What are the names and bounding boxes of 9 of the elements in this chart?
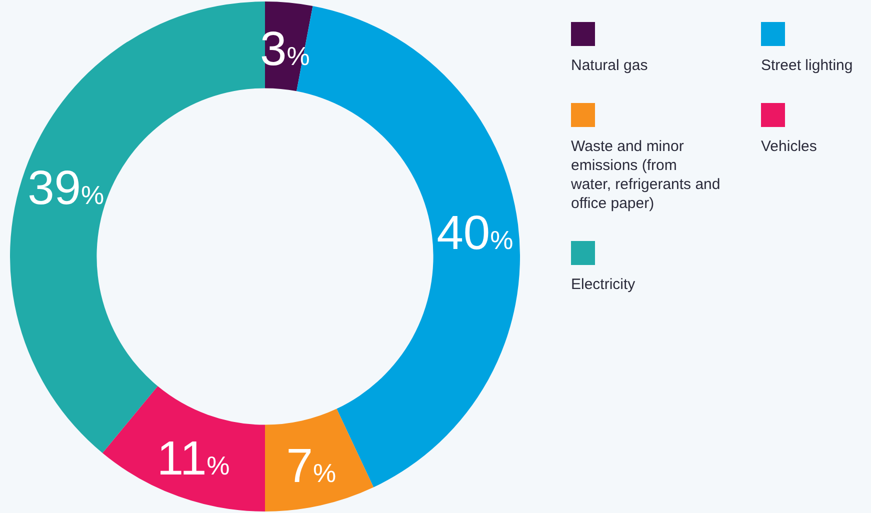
data-label: 39% bbox=[28, 162, 104, 215]
legend-label: Electricity bbox=[571, 275, 636, 294]
legend-label: Street lighting bbox=[761, 56, 854, 75]
data-label: 11% bbox=[156, 432, 230, 486]
legend-label: Vehicles bbox=[761, 137, 818, 156]
data-label: 40% bbox=[436, 206, 514, 260]
legend-label: Natural gas bbox=[571, 56, 649, 75]
data-label: 7% bbox=[286, 440, 336, 494]
legend-label: Waste and minor emissions (from water, refrigerants and office paper) bbox=[571, 137, 721, 213]
